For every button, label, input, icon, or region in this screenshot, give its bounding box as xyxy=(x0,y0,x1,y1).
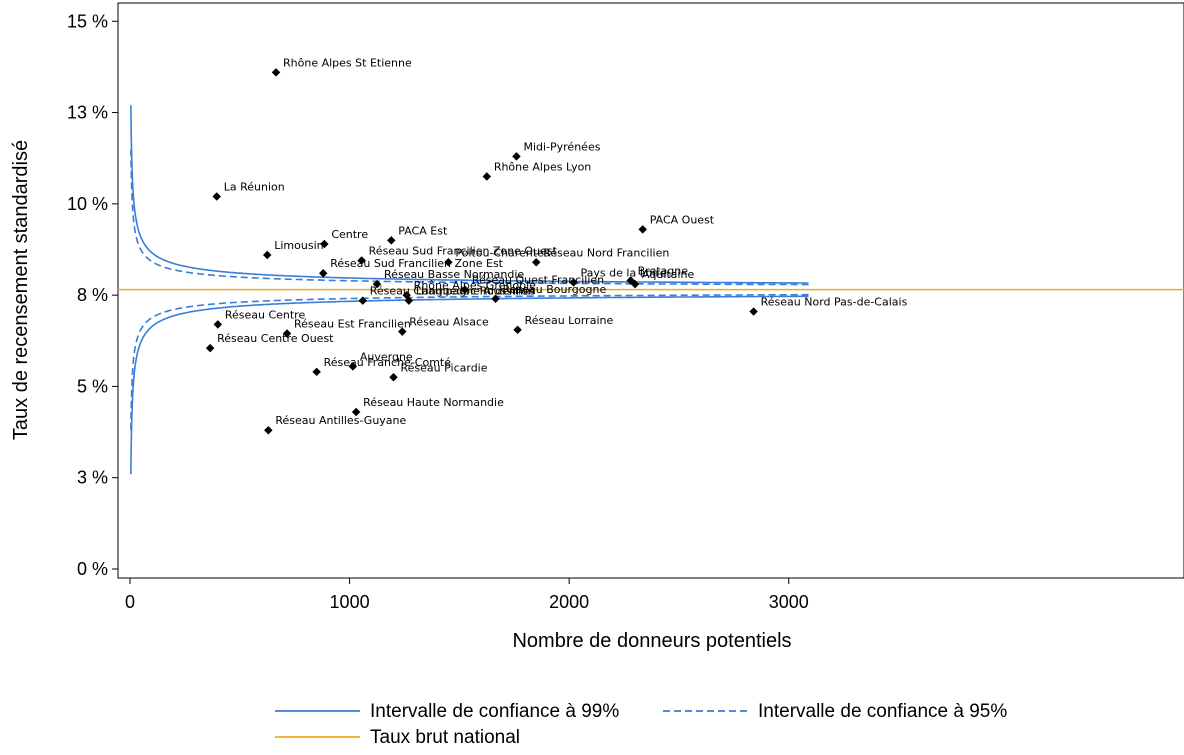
data-point xyxy=(358,296,368,305)
legend: Intervalle de confiance à 99% Intervalle … xyxy=(275,701,1007,748)
point-label: Réseau Bourgogne xyxy=(503,283,607,296)
data-point xyxy=(320,239,329,249)
point-label: Poitou-Charentes xyxy=(455,246,550,259)
point-label: Rhône Alpes Grenoble xyxy=(414,279,536,292)
data-point xyxy=(387,236,396,245)
data-point xyxy=(512,152,521,161)
point-label: Réseau Picardie xyxy=(401,361,488,374)
data-point xyxy=(569,278,578,287)
point-label: Réseau Champagne Ardennes xyxy=(370,285,536,298)
point-label: Réseau Lorraine xyxy=(525,314,614,327)
legend-label: Intervalle de confiance à 95% xyxy=(758,701,1007,722)
legend-label: Taux brut national xyxy=(370,727,520,748)
point-label: PACA Est xyxy=(398,224,448,237)
ci99-lower-line xyxy=(130,295,809,475)
data-point xyxy=(460,285,470,294)
point-label: PACA Ouest xyxy=(650,213,715,226)
confidence-bands xyxy=(130,105,809,475)
point-label: Réseau Basse Normandie xyxy=(384,268,524,281)
data-point xyxy=(282,329,292,338)
point-label: Réseau Nord Pas-de-Calais xyxy=(761,296,908,309)
data-point xyxy=(348,362,358,371)
point-label: Réseau Sud Francilien Zone Est xyxy=(330,257,503,270)
point-label: Réseau Nord Francilien xyxy=(543,246,669,259)
data-point xyxy=(264,425,273,435)
y-tick-label: 8 % xyxy=(77,285,108,305)
plot-frame xyxy=(117,2,1184,579)
data-point xyxy=(513,325,522,335)
point-label: Bretagne xyxy=(638,265,689,278)
point-label: Réseau Haute Normandie xyxy=(363,396,504,409)
point-label: Aquitaine xyxy=(642,268,694,281)
point-label: Réseau Centre xyxy=(225,308,306,321)
point-label: Midi-Pyrénées xyxy=(523,140,600,153)
point-label: La Réunion xyxy=(224,181,285,194)
y-tick-label: 13 % xyxy=(67,103,108,123)
point-label: Réseau Sud Francilien Zone Ouest xyxy=(369,244,558,257)
ci99-upper-line xyxy=(130,105,809,284)
data-point xyxy=(351,407,361,417)
data-point xyxy=(444,258,453,267)
y-axis-title: Taux de recensement standardisé xyxy=(10,140,32,440)
x-tick-label: 2000 xyxy=(549,592,589,612)
point-label: Réseau Franche-Comté xyxy=(324,356,452,369)
x-tick-label: 3000 xyxy=(769,592,809,612)
data-point xyxy=(749,307,758,316)
data-point xyxy=(491,294,500,304)
x-tick-label: 0 xyxy=(125,592,135,612)
y-tick-label: 0 % xyxy=(77,559,108,579)
data-point xyxy=(212,192,221,201)
y-tick-label: 5 % xyxy=(77,376,108,396)
data-point xyxy=(482,172,492,181)
data-point xyxy=(638,225,647,234)
point-label: Languedoc Roussillon xyxy=(416,285,535,298)
data-point xyxy=(213,320,223,329)
data-point xyxy=(357,256,366,265)
y-tick-label: 15 % xyxy=(67,11,108,31)
point-label: Rhône Alpes St Etienne xyxy=(283,56,412,69)
point-label: Réseau Centre Ouest xyxy=(217,332,334,345)
data-point xyxy=(271,68,281,77)
y-tick-label: 3 % xyxy=(77,468,108,488)
data-point xyxy=(389,373,398,382)
y-tick-label: 10 % xyxy=(67,194,108,214)
data-point xyxy=(372,279,382,289)
point-label: Réseau Antilles-Guyane xyxy=(275,414,406,427)
data-points: Rhône Alpes St Etienne Midi-Pyrénées Rhône… xyxy=(205,56,908,435)
x-axis: 0 1000 2000 3000 xyxy=(125,578,809,612)
data-point xyxy=(404,296,414,305)
point-label: Pays de la Loire xyxy=(581,266,667,279)
data-point xyxy=(262,250,272,260)
point-label: Réseau Alsace xyxy=(409,316,489,329)
ci95-upper-line xyxy=(130,149,809,286)
point-label: Auvergne xyxy=(360,350,413,363)
point-label: Réseau Est Francilien xyxy=(294,317,411,330)
x-axis-title: Nombre de donneurs potentiels xyxy=(512,630,791,652)
data-point xyxy=(398,327,407,336)
data-point xyxy=(205,343,215,353)
point-label: Limousin xyxy=(274,239,323,252)
legend-label: Intervalle de confiance à 99% xyxy=(370,701,619,722)
x-tick-label: 1000 xyxy=(330,592,370,612)
ci95-lower-line xyxy=(130,293,809,430)
data-point xyxy=(318,268,328,278)
data-point xyxy=(630,279,640,289)
point-label: Rhône Alpes Lyon xyxy=(494,160,591,173)
point-label: Centre xyxy=(331,228,368,241)
data-point xyxy=(531,258,541,267)
point-label: Réseau Ouest Francilien xyxy=(472,274,604,287)
data-point xyxy=(312,367,321,377)
y-axis: 0 % 3 % 5 % 8 % 10 % 13 % 15 % xyxy=(67,11,118,579)
